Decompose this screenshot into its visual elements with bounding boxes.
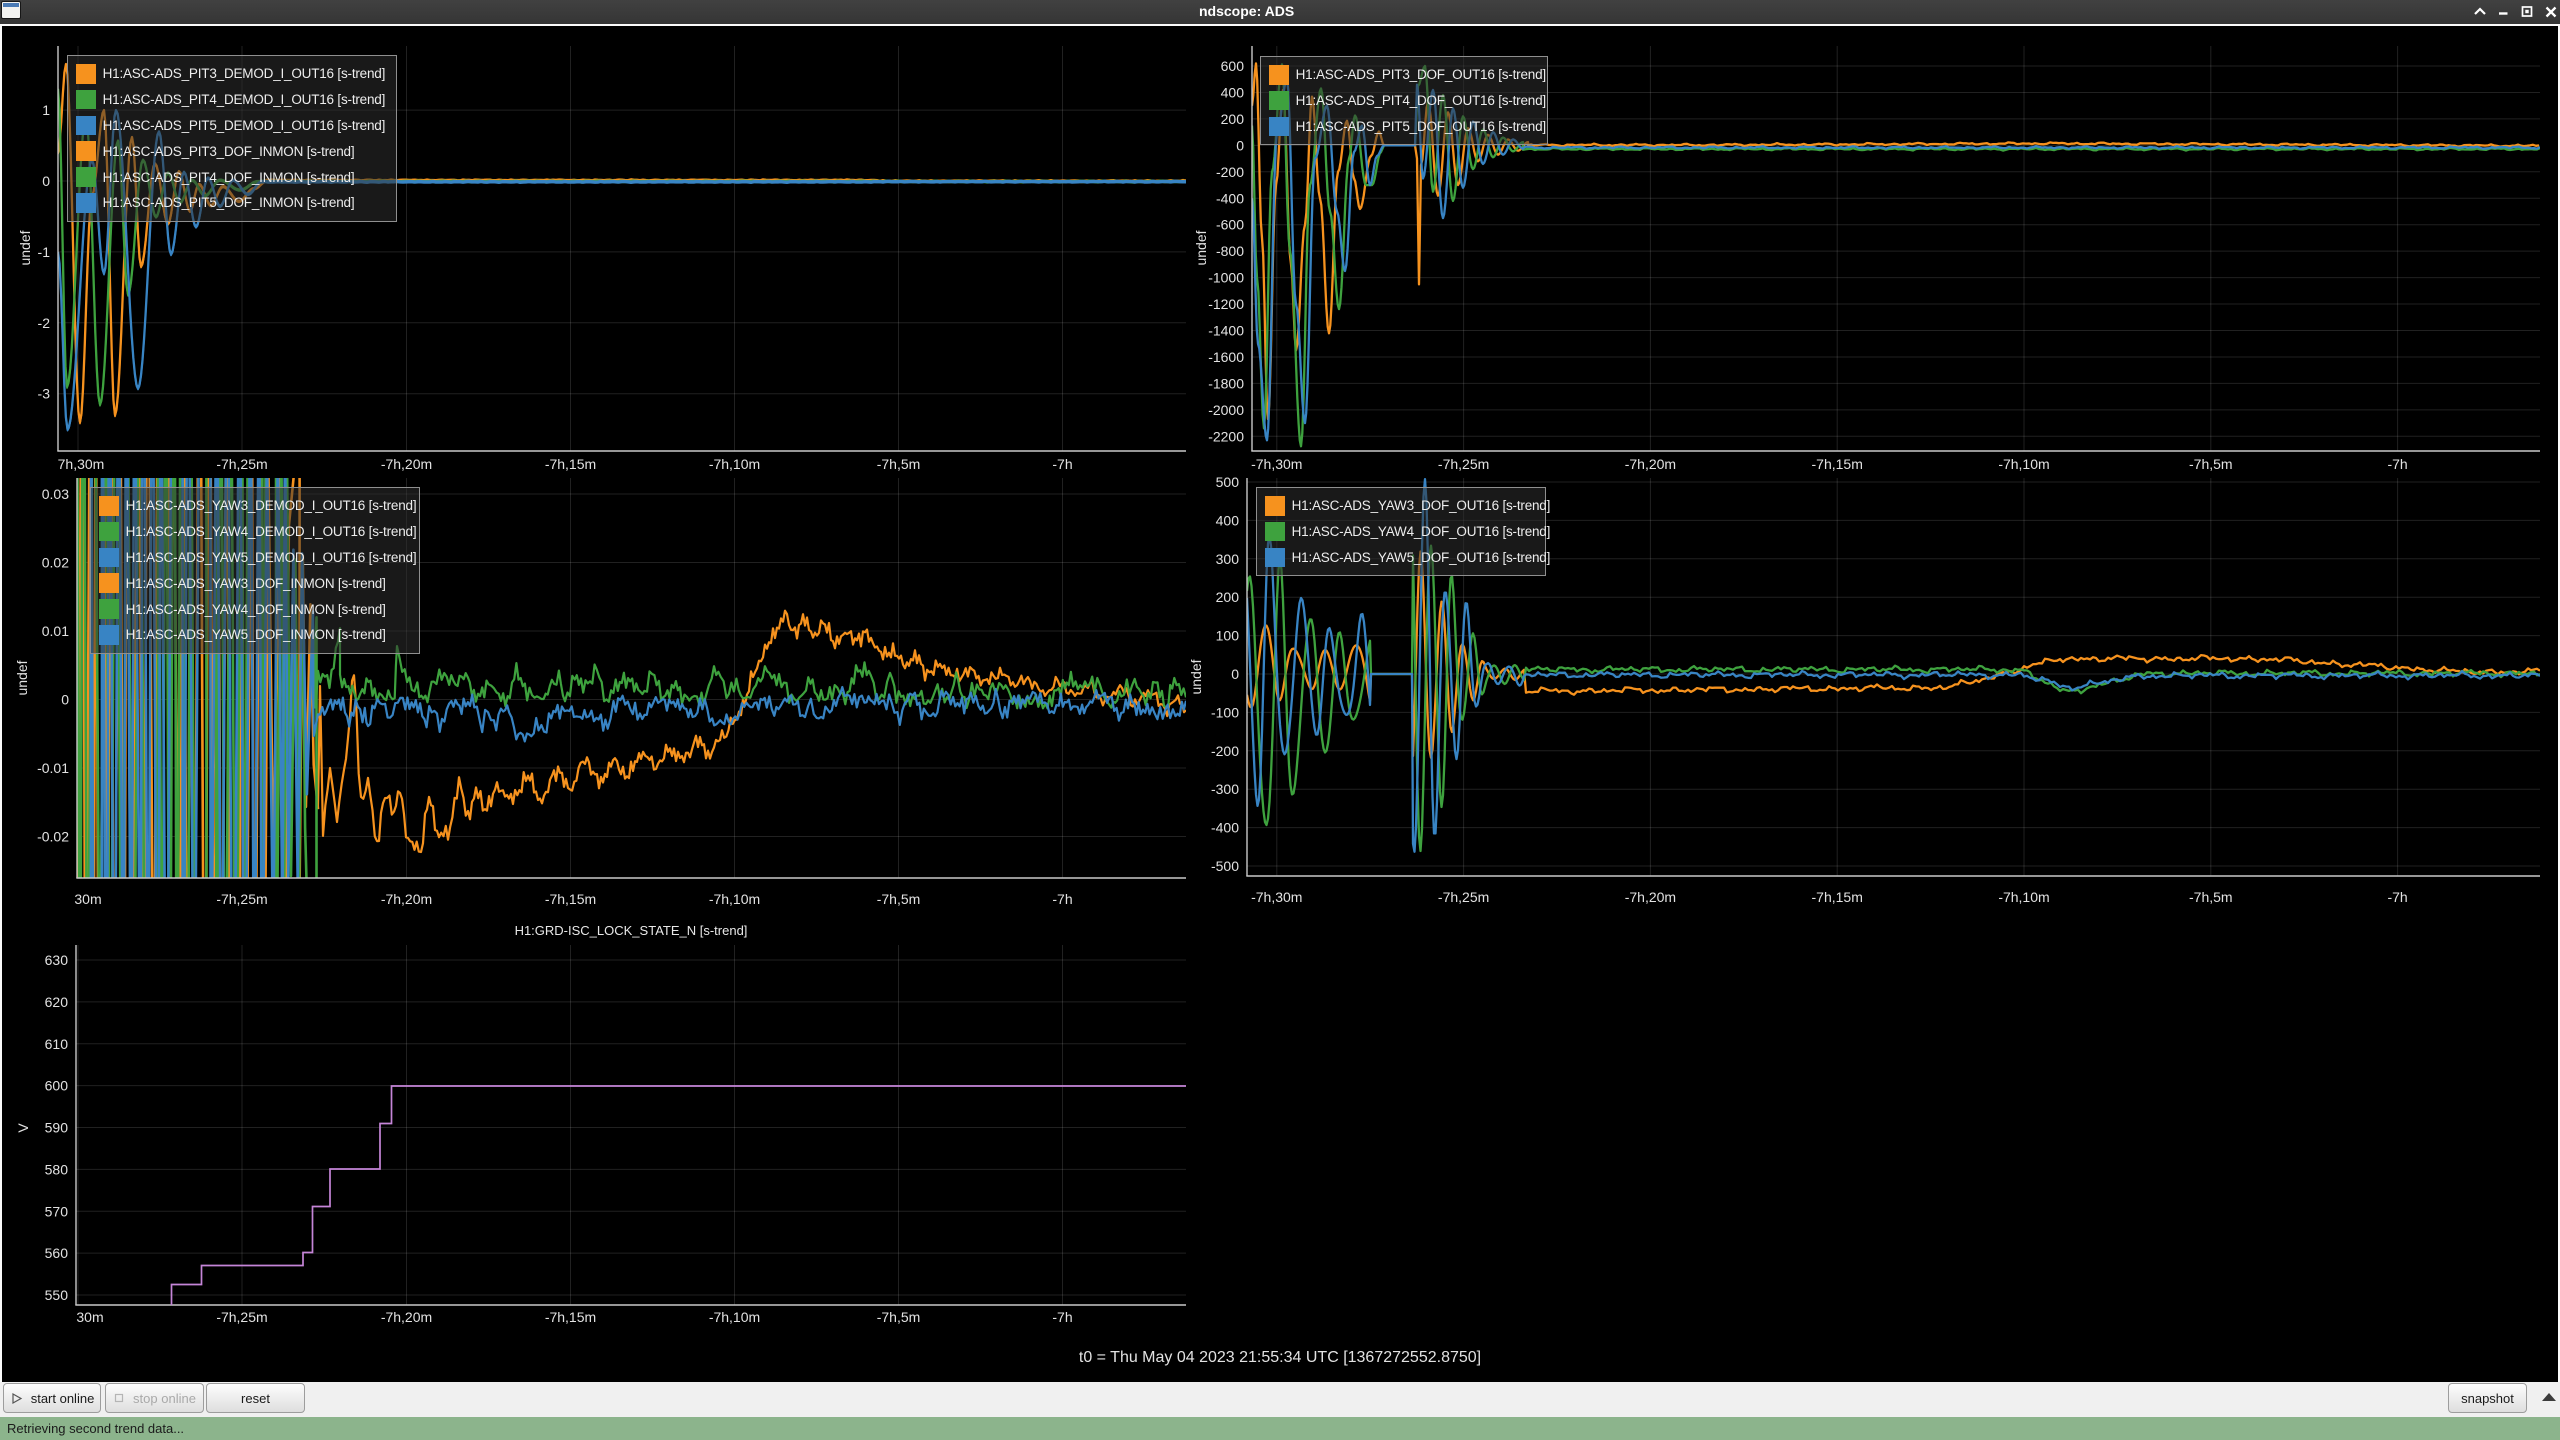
svg-text:-7h,15m: -7h,15m <box>545 891 596 907</box>
svg-text:0.01: 0.01 <box>42 623 69 639</box>
svg-text:-1800: -1800 <box>1208 375 1244 391</box>
svg-text:620: 620 <box>45 994 69 1010</box>
svg-text:300: 300 <box>1216 551 1240 567</box>
svg-text:-7h,10m: -7h,10m <box>709 1309 760 1325</box>
svg-text:400: 400 <box>1216 512 1240 528</box>
svg-text:-7h,25m: -7h,25m <box>216 456 267 472</box>
svg-text:-7h,10m: -7h,10m <box>709 891 760 907</box>
svg-text:H1:GRD-ISC_LOCK_STATE_N [s-tre: H1:GRD-ISC_LOCK_STATE_N [s-trend] <box>515 923 748 938</box>
svg-text:-7h: -7h <box>2387 456 2407 472</box>
svg-text:500: 500 <box>1216 474 1240 490</box>
svg-text:-400: -400 <box>1216 190 1244 206</box>
svg-text:-7h,15m: -7h,15m <box>545 1309 596 1325</box>
svg-text:-1600: -1600 <box>1208 349 1244 365</box>
svg-text:-1400: -1400 <box>1208 323 1244 339</box>
svg-text:t0 = Thu May 04 2023 21:55:34: t0 = Thu May 04 2023 21:55:34 UTC [13672… <box>1079 1349 1481 1366</box>
svg-text:-1000: -1000 <box>1208 270 1244 286</box>
svg-text:-7h,5m: -7h,5m <box>877 891 921 907</box>
svg-text:undef: undef <box>14 660 30 695</box>
svg-text:0: 0 <box>1231 666 1239 682</box>
svg-text:-200: -200 <box>1211 743 1239 759</box>
svg-text:0.02: 0.02 <box>42 555 69 571</box>
svg-text:-2000: -2000 <box>1208 402 1244 418</box>
svg-text:-7h,5m: -7h,5m <box>2189 456 2233 472</box>
svg-text:400: 400 <box>1221 84 1245 100</box>
svg-text:V: V <box>15 1123 31 1133</box>
svg-text:-7h,15m: -7h,15m <box>1812 889 1863 905</box>
svg-text:undef: undef <box>17 230 33 265</box>
svg-text:-100: -100 <box>1211 704 1239 720</box>
svg-text:-7h,25m: -7h,25m <box>216 891 267 907</box>
svg-text:-7h,15m: -7h,15m <box>1812 456 1863 472</box>
svg-text:200: 200 <box>1216 589 1240 605</box>
svg-text:-7h,30m: -7h,30m <box>1251 456 1302 472</box>
svg-text:200: 200 <box>1221 111 1245 127</box>
svg-text:-7h,10m: -7h,10m <box>709 456 760 472</box>
svg-text:-800: -800 <box>1216 243 1244 259</box>
svg-text:-600: -600 <box>1216 217 1244 233</box>
svg-text:-1: -1 <box>38 244 51 260</box>
svg-text:30m: 30m <box>76 1309 103 1325</box>
svg-text:560: 560 <box>45 1245 69 1261</box>
svg-text:610: 610 <box>45 1036 69 1052</box>
svg-text:-2200: -2200 <box>1208 428 1244 444</box>
svg-text:-500: -500 <box>1211 858 1239 874</box>
svg-text:-7h,25m: -7h,25m <box>1438 456 1489 472</box>
svg-text:600: 600 <box>45 1078 69 1094</box>
svg-text:-0.01: -0.01 <box>37 760 69 776</box>
svg-text:-7h,25m: -7h,25m <box>1438 889 1489 905</box>
svg-text:-1200: -1200 <box>1208 296 1244 312</box>
svg-text:550: 550 <box>45 1287 69 1303</box>
svg-text:30m: 30m <box>74 891 101 907</box>
svg-text:-7h,20m: -7h,20m <box>381 891 432 907</box>
svg-text:570: 570 <box>45 1203 69 1219</box>
svg-text:0: 0 <box>1236 137 1244 153</box>
svg-text:-7h,10m: -7h,10m <box>1998 456 2049 472</box>
svg-text:-300: -300 <box>1211 781 1239 797</box>
svg-text:0: 0 <box>42 173 50 189</box>
svg-text:-400: -400 <box>1211 820 1239 836</box>
svg-text:-7h,10m: -7h,10m <box>1998 889 2049 905</box>
svg-text:-7h: -7h <box>1052 1309 1072 1325</box>
svg-text:100: 100 <box>1216 628 1240 644</box>
svg-text:-2: -2 <box>38 315 51 331</box>
svg-text:-7h,5m: -7h,5m <box>877 456 921 472</box>
svg-text:-7h,20m: -7h,20m <box>381 456 432 472</box>
svg-text:-7h,20m: -7h,20m <box>1625 889 1676 905</box>
svg-text:580: 580 <box>45 1161 69 1177</box>
svg-text:7h,30m: 7h,30m <box>58 456 105 472</box>
svg-text:undef: undef <box>1188 659 1204 694</box>
svg-text:0: 0 <box>61 692 69 708</box>
svg-text:-0.02: -0.02 <box>37 829 69 845</box>
svg-text:-7h: -7h <box>1052 891 1072 907</box>
svg-text:600: 600 <box>1221 58 1245 74</box>
svg-text:-7h: -7h <box>1052 456 1072 472</box>
svg-text:630: 630 <box>45 952 69 968</box>
svg-text:1: 1 <box>42 102 50 118</box>
svg-text:-7h,15m: -7h,15m <box>545 456 596 472</box>
svg-text:-7h,30m: -7h,30m <box>1251 889 1302 905</box>
svg-text:0.03: 0.03 <box>42 486 69 502</box>
svg-text:-7h,20m: -7h,20m <box>381 1309 432 1325</box>
svg-text:590: 590 <box>45 1120 69 1136</box>
svg-text:-7h,20m: -7h,20m <box>1625 456 1676 472</box>
svg-text:-7h: -7h <box>2387 889 2407 905</box>
svg-text:-7h,5m: -7h,5m <box>2189 889 2233 905</box>
svg-text:-7h,25m: -7h,25m <box>216 1309 267 1325</box>
svg-text:-3: -3 <box>38 386 51 402</box>
svg-text:-7h,5m: -7h,5m <box>877 1309 921 1325</box>
svg-text:undef: undef <box>1193 230 1209 265</box>
svg-text:-200: -200 <box>1216 164 1244 180</box>
